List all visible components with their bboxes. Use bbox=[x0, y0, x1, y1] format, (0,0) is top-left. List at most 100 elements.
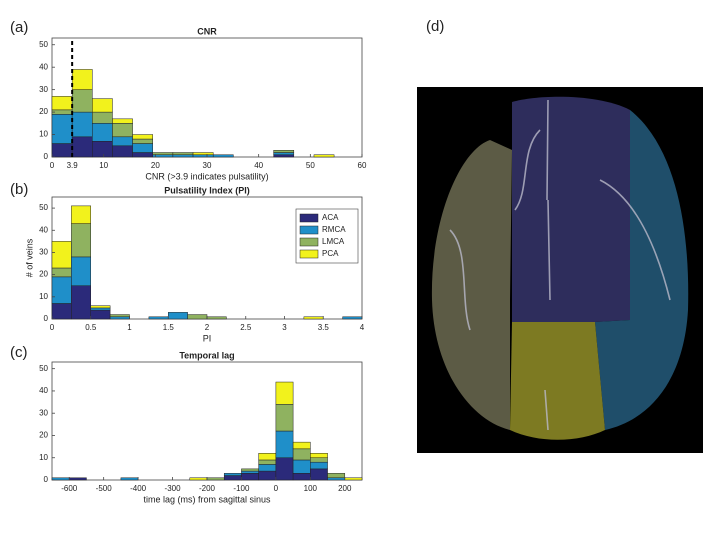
bar-segment bbox=[212, 154, 234, 158]
bar-segment bbox=[92, 111, 113, 124]
bar-segment bbox=[327, 477, 346, 481]
bar-segment bbox=[189, 477, 208, 481]
x-tick-label: -200 bbox=[199, 484, 216, 493]
x-tick-label: 3.9 bbox=[67, 161, 79, 170]
bar-segment bbox=[241, 470, 259, 474]
bar-segment bbox=[310, 453, 328, 458]
x-tick-label: 2.5 bbox=[240, 323, 252, 332]
bar-segment bbox=[71, 285, 91, 320]
chart-title: CNR bbox=[197, 26, 217, 36]
bar-segment bbox=[241, 468, 259, 472]
x-tick-label: -300 bbox=[165, 484, 182, 493]
x-tick-label: 3.5 bbox=[318, 323, 330, 332]
bar-segment bbox=[313, 154, 335, 158]
bar-segment bbox=[51, 267, 72, 278]
x-tick-label: 0 bbox=[50, 323, 55, 332]
panel-label: (b) bbox=[10, 181, 28, 198]
bar-segment bbox=[273, 154, 295, 158]
bar-segment bbox=[206, 477, 225, 481]
x-tick-label: 30 bbox=[203, 161, 212, 170]
bar-segment bbox=[51, 241, 72, 269]
y-tick-label: 10 bbox=[39, 453, 48, 462]
bar-segment bbox=[71, 223, 91, 258]
y-tick-label: 40 bbox=[39, 62, 48, 71]
x-axis-label: CNR (>3.9 indicates pulsatility) bbox=[145, 171, 268, 181]
bar-segment bbox=[92, 123, 113, 142]
bar-segment bbox=[71, 256, 91, 286]
legend-swatch bbox=[299, 213, 319, 223]
y-axis-label: # of veins bbox=[24, 238, 34, 277]
x-tick-label: 20 bbox=[151, 161, 160, 170]
panel-label: (d) bbox=[426, 18, 444, 35]
x-axis-label: time lag (ms) from sagittal sinus bbox=[143, 494, 271, 504]
panel-label: (c) bbox=[10, 344, 28, 361]
legend-swatch bbox=[299, 249, 319, 259]
bar-segment bbox=[275, 404, 294, 432]
bar-segment bbox=[152, 154, 174, 158]
y-tick-label: 0 bbox=[44, 152, 49, 161]
bar-segment bbox=[148, 316, 169, 320]
x-tick-label: 1.5 bbox=[163, 323, 175, 332]
legend-swatch bbox=[299, 225, 319, 235]
x-tick-label: -500 bbox=[96, 484, 113, 493]
x-tick-label: -600 bbox=[61, 484, 78, 493]
bar-segment bbox=[112, 145, 133, 158]
bar-segment bbox=[187, 314, 208, 320]
legend-label: LMCA bbox=[322, 237, 345, 246]
bar-segment bbox=[275, 430, 294, 458]
legend-label: RMCA bbox=[322, 225, 346, 234]
bar-segment bbox=[310, 468, 328, 481]
y-tick-label: 30 bbox=[39, 408, 48, 417]
bar-segment bbox=[51, 303, 72, 320]
bar-segment bbox=[71, 89, 93, 113]
x-tick-label: 200 bbox=[338, 484, 352, 493]
brain-image bbox=[417, 87, 703, 453]
bar-segment bbox=[223, 475, 242, 481]
x-tick-label: 0 bbox=[50, 161, 55, 170]
bar-segment bbox=[51, 109, 73, 115]
bar-segment bbox=[51, 96, 73, 111]
legend-label: PCA bbox=[322, 249, 339, 258]
bar-segment bbox=[109, 314, 130, 318]
bar-segment bbox=[132, 143, 154, 153]
x-tick-label: 3 bbox=[282, 323, 287, 332]
bar-segment bbox=[71, 136, 93, 158]
x-tick-label: 100 bbox=[304, 484, 318, 493]
bar-segment bbox=[258, 459, 277, 465]
y-tick-label: 20 bbox=[39, 431, 48, 440]
bar-segment bbox=[152, 152, 174, 156]
x-tick-label: 1 bbox=[127, 323, 132, 332]
bar-segment bbox=[90, 305, 111, 309]
bar-segment bbox=[120, 477, 139, 481]
x-axis-label: PI bbox=[203, 333, 212, 343]
bar-segment bbox=[112, 118, 133, 124]
y-tick-label: 40 bbox=[39, 225, 48, 234]
bar-segment bbox=[273, 150, 295, 153]
bar-segment bbox=[192, 152, 214, 156]
bar-segment bbox=[172, 154, 194, 158]
bar-segment bbox=[168, 312, 188, 320]
bar-segment bbox=[292, 459, 311, 474]
bar-segment bbox=[51, 276, 72, 304]
y-tick-label: 0 bbox=[44, 314, 49, 323]
bar-segment bbox=[303, 316, 324, 320]
x-tick-label: 60 bbox=[358, 161, 367, 170]
chart-title: Pulsatility Index (PI) bbox=[164, 185, 250, 195]
bar-segment bbox=[258, 453, 277, 461]
bar-segment bbox=[71, 111, 93, 138]
x-tick-label: 10 bbox=[99, 161, 108, 170]
y-tick-label: 40 bbox=[39, 386, 48, 395]
y-tick-label: 50 bbox=[39, 203, 48, 212]
x-tick-label: 0 bbox=[274, 484, 279, 493]
bar-segment bbox=[112, 123, 133, 138]
bar-segment bbox=[310, 461, 328, 470]
bar-segment bbox=[258, 464, 277, 472]
bar-segment bbox=[172, 152, 194, 156]
x-tick-label: -400 bbox=[130, 484, 147, 493]
bar-segment bbox=[273, 152, 295, 156]
bar-segment bbox=[132, 152, 154, 158]
chart-title: Temporal lag bbox=[179, 350, 234, 360]
bar-segment bbox=[275, 381, 294, 405]
bar-segment bbox=[275, 457, 294, 481]
bar-segment bbox=[90, 309, 111, 320]
